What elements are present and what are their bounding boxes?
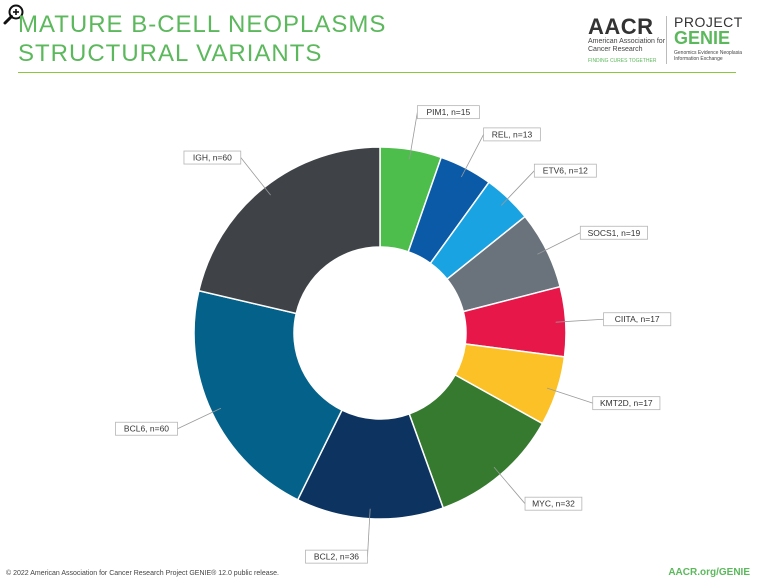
label-box-bcl2 (305, 549, 368, 564)
leader-line-pim1 (408, 112, 418, 160)
leader-line-etv6 (500, 170, 535, 206)
page-title: MATURE B-CELL NEOPLASMS STRUCTURAL VARIA… (18, 10, 386, 68)
data-label-igh: IGH, n=60 (193, 153, 232, 163)
copyright-text: © 2022 American Association for Cancer R… (6, 570, 279, 577)
zoom-in-icon[interactable] (2, 2, 26, 26)
title-line-2: STRUCTURAL VARIANTS (18, 40, 323, 67)
genie-logo-project: PROJECT (674, 14, 743, 30)
label-box-ciita (603, 312, 672, 327)
aacr-logo-subtitle: American Association for Cancer Research (588, 38, 666, 53)
leader-line-socs1 (537, 232, 581, 255)
slice-bcl2 (296, 409, 445, 520)
data-label-bcl2: BCL2, n=36 (314, 552, 359, 562)
genie-logo: GENIE (674, 28, 731, 48)
leader-line-kmt2d (547, 387, 593, 404)
label-box-myc (524, 496, 583, 511)
leader-line-myc (493, 466, 526, 504)
data-label-kmt2d: KMT2D, n=17 (600, 398, 653, 408)
data-label-rel: REL, n=13 (492, 129, 533, 139)
data-label-socs1: SOCS1, n=19 (588, 228, 641, 238)
data-label-pim1: PIM1, n=15 (427, 107, 471, 117)
logo-divider (666, 16, 667, 64)
genie-logo-subtitle: Genomics Evidence Neoplasia Information … (674, 50, 743, 62)
aacr-logo: AACR (588, 14, 654, 39)
leader-line-bcl2 (367, 508, 371, 557)
label-box-socs1 (579, 225, 648, 240)
label-box-pim1 (416, 105, 480, 120)
data-label-myc: MYC, n=32 (532, 499, 575, 509)
slice-bcl6 (193, 289, 343, 501)
label-box-bcl6 (115, 421, 178, 436)
footer-link[interactable]: AACR.org/GENIE (668, 567, 750, 578)
label-box-igh (183, 150, 242, 165)
leader-line-ciita (555, 318, 604, 323)
leader-line-rel (461, 134, 484, 178)
aacr-logo-tagline: FINDING CURES TOGETHER (588, 58, 657, 64)
leader-line-igh (240, 157, 271, 196)
title-divider (18, 72, 736, 73)
title-line-1: MATURE B-CELL NEOPLASMS (18, 11, 387, 38)
slice-igh (197, 146, 381, 315)
data-label-etv6: ETV6, n=12 (543, 166, 588, 176)
label-box-etv6 (533, 163, 597, 178)
data-label-ciita: CIITA, n=17 (615, 314, 660, 324)
data-label-bcl6: BCL6, n=60 (124, 424, 169, 434)
label-box-rel (483, 127, 541, 142)
sponsor-logos: AACR American Association for Cancer Res… (588, 14, 748, 70)
label-box-kmt2d (592, 396, 661, 411)
leader-line-bcl6 (177, 407, 222, 430)
